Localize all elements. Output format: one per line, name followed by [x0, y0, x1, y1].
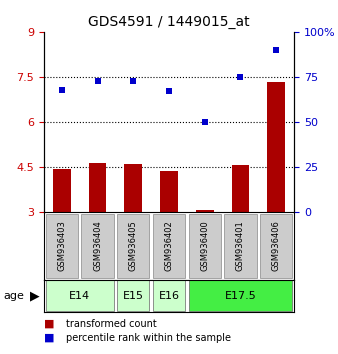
- Text: E16: E16: [159, 291, 179, 301]
- Bar: [232, 165, 249, 212]
- Text: age: age: [3, 291, 24, 301]
- Bar: [267, 81, 285, 212]
- Bar: [224, 214, 257, 278]
- Bar: [124, 164, 142, 212]
- Bar: [81, 214, 114, 278]
- Text: E14: E14: [69, 291, 90, 301]
- Bar: [260, 214, 292, 278]
- Bar: [189, 280, 292, 311]
- Text: GSM936403: GSM936403: [57, 221, 66, 272]
- Text: GSM936405: GSM936405: [129, 221, 138, 272]
- Title: GDS4591 / 1449015_at: GDS4591 / 1449015_at: [88, 16, 250, 29]
- Text: ▶: ▶: [30, 289, 40, 302]
- Bar: [46, 214, 78, 278]
- Bar: [89, 163, 106, 212]
- Text: percentile rank within the sample: percentile rank within the sample: [66, 333, 231, 343]
- Bar: [153, 214, 185, 278]
- Bar: [117, 214, 149, 278]
- Text: GSM936401: GSM936401: [236, 221, 245, 272]
- Text: GSM936400: GSM936400: [200, 221, 209, 272]
- Bar: [46, 280, 114, 311]
- Bar: [189, 214, 221, 278]
- Text: E15: E15: [123, 291, 144, 301]
- Bar: [160, 171, 178, 212]
- Bar: [153, 280, 185, 311]
- Text: transformed count: transformed count: [66, 319, 156, 329]
- Text: ■: ■: [44, 319, 54, 329]
- Text: ■: ■: [44, 333, 54, 343]
- Bar: [196, 210, 214, 212]
- Text: GSM936406: GSM936406: [272, 221, 281, 272]
- Bar: [53, 169, 71, 212]
- Text: E17.5: E17.5: [224, 291, 256, 301]
- Text: GSM936402: GSM936402: [165, 221, 173, 272]
- Bar: [117, 280, 149, 311]
- Text: GSM936404: GSM936404: [93, 221, 102, 272]
